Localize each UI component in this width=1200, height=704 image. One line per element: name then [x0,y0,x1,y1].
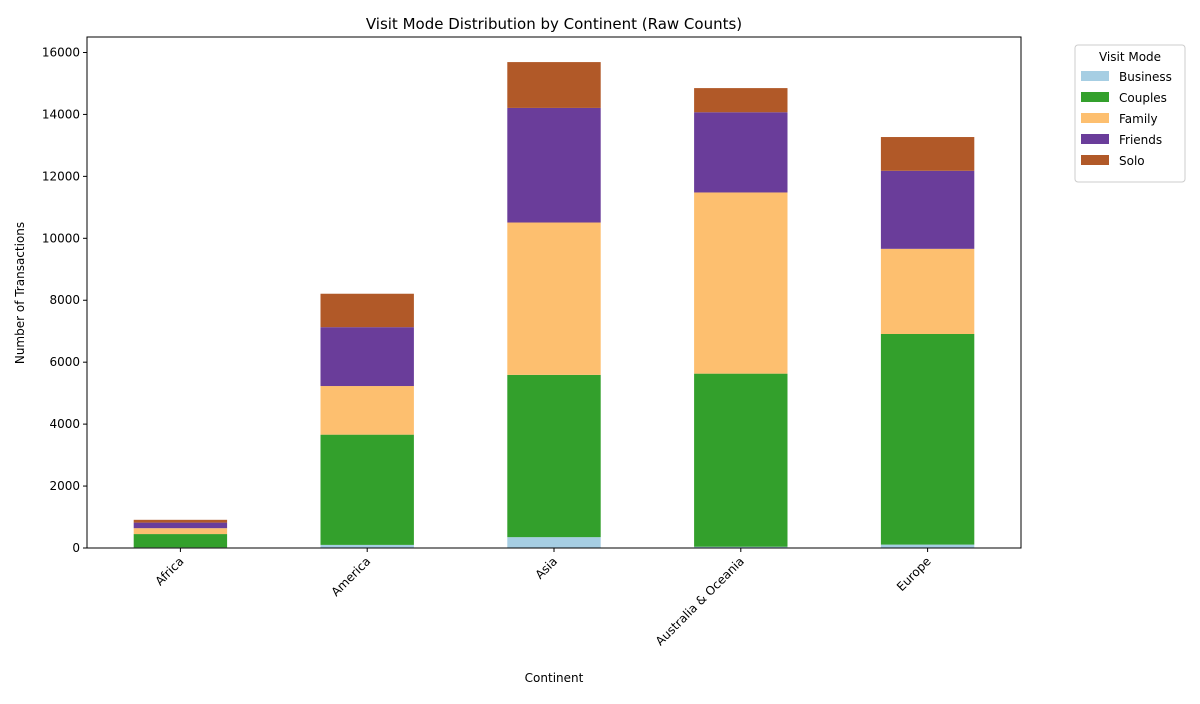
bar-couples-1 [320,434,414,545]
bar-family-4 [880,248,975,334]
y-tick-label: 4000 [49,417,80,431]
bar-friends-3 [694,112,788,193]
legend-swatch-solo [1081,155,1109,165]
bar-friends-0 [133,522,228,529]
x-tick-label: America [328,554,373,599]
bar-friends-1 [320,327,414,387]
legend-label-family: Family [1119,112,1158,126]
legend-label-friends: Friends [1119,133,1162,147]
legend-swatch-family [1081,113,1109,123]
x-tick-label: Australia & Oceania [653,554,747,648]
bar-family-3 [694,192,788,374]
y-tick-label: 8000 [49,293,80,307]
legend-swatch-friends [1081,134,1109,144]
x-tick-label: Asia [532,554,560,582]
bar-couples-2 [507,374,601,538]
legend-label-couples: Couples [1119,91,1167,105]
x-axis-label: Continent [525,671,584,685]
bar-couples-0 [133,534,228,548]
x-tick-label: Europe [894,554,934,594]
legend-swatch-business [1081,71,1109,81]
legend-title: Visit Mode [1099,50,1161,64]
legend-swatch-couples [1081,92,1109,102]
y-tick-label: 2000 [49,479,80,493]
y-axis-label: Number of Transactions [13,222,27,364]
legend-label-solo: Solo [1119,154,1145,168]
bar-family-1 [320,386,414,435]
bar-solo-3 [694,88,788,113]
legend: Visit Mode Business Couples Family Friends So… [1074,44,1186,183]
bar-couples-3 [694,373,788,547]
y-tick-label: 12000 [42,169,80,183]
bars-layer [133,62,975,548]
bar-friends-4 [880,170,975,249]
bar-business-3 [694,546,788,548]
bar-solo-0 [133,519,228,523]
chart-title: Visit Mode Distribution by Continent (Ra… [366,15,742,33]
legend-label-business: Business [1119,70,1172,84]
bar-solo-4 [880,137,975,171]
bar-business-4 [880,544,975,548]
y-tick-label: 16000 [42,45,80,59]
bar-couples-4 [880,333,975,545]
y-tick-label: 14000 [42,107,80,121]
y-tick-label: 6000 [49,355,80,369]
bar-family-2 [507,222,601,375]
bar-solo-2 [507,62,601,108]
x-tick-label: Africa [152,554,186,588]
bar-solo-1 [320,293,414,328]
y-tick-label: 10000 [42,231,80,245]
bar-business-2 [507,537,601,548]
bar-family-0 [133,528,228,535]
bar-friends-2 [507,107,601,223]
bar-business-1 [320,544,414,548]
y-tick-label: 0 [72,541,80,555]
